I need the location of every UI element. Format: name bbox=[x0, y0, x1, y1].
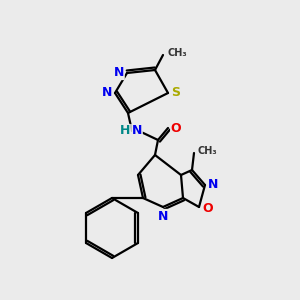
Text: N: N bbox=[158, 209, 168, 223]
Text: CH₃: CH₃ bbox=[198, 146, 218, 156]
Text: N: N bbox=[114, 67, 124, 80]
Text: N: N bbox=[102, 86, 112, 100]
Text: CH₃: CH₃ bbox=[167, 48, 187, 58]
Text: H: H bbox=[120, 124, 130, 137]
Text: O: O bbox=[203, 202, 213, 215]
Text: O: O bbox=[171, 122, 181, 134]
Text: N: N bbox=[132, 124, 142, 137]
Text: N: N bbox=[208, 178, 218, 191]
Text: S: S bbox=[172, 86, 181, 100]
